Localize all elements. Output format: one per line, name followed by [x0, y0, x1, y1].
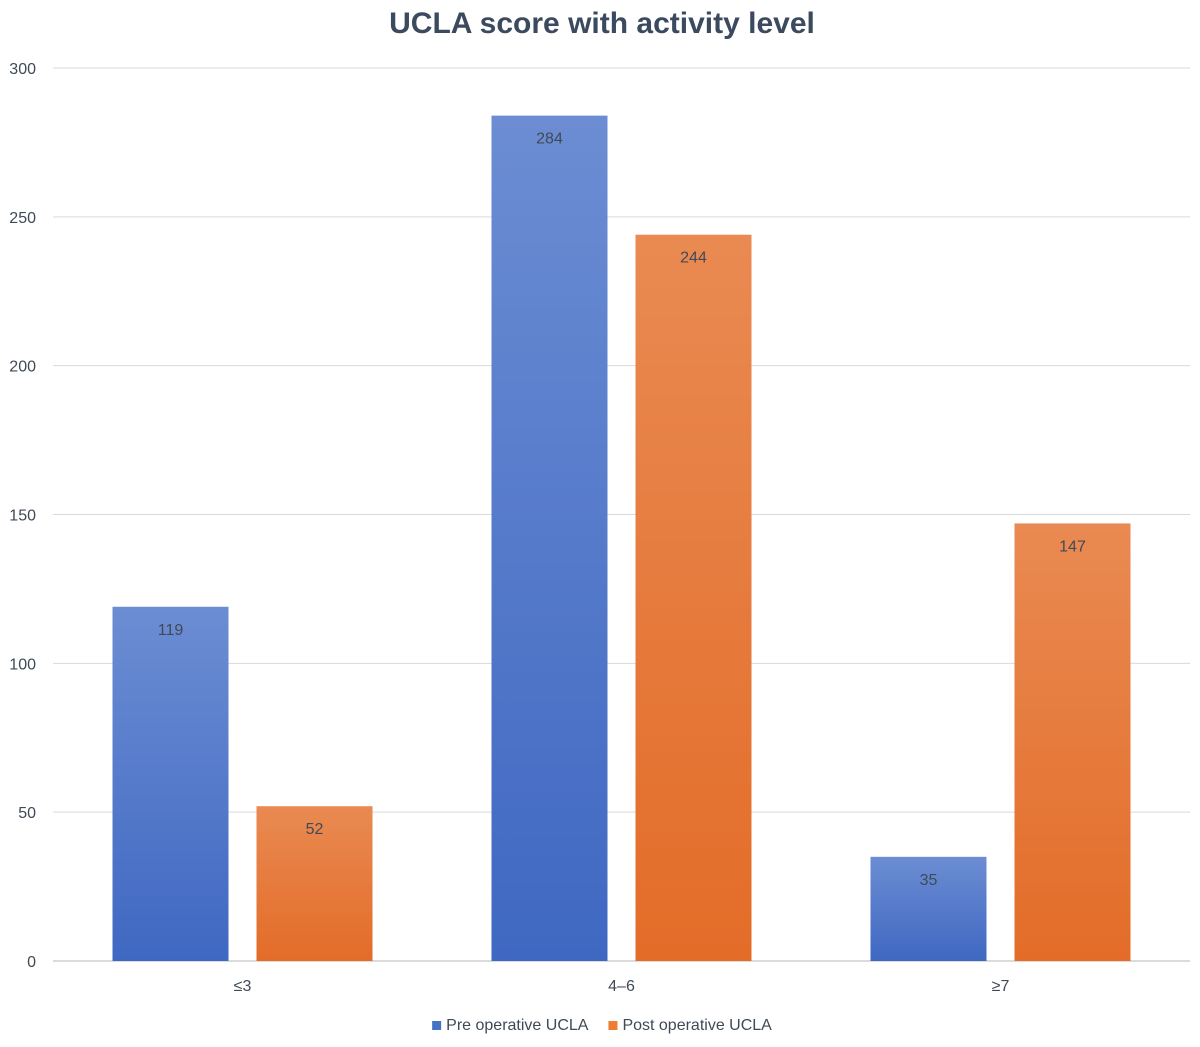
- legend-swatch: [608, 1021, 618, 1030]
- x-tick-label: ≤3: [234, 978, 252, 995]
- legend: Pre operative UCLA Post operative UCLA: [432, 1017, 772, 1034]
- bar-post-2: [1014, 523, 1131, 961]
- chart-title: UCLA score with activity level: [389, 7, 815, 40]
- x-tick-label: 4–6: [608, 978, 635, 995]
- data-label: 35: [920, 872, 938, 889]
- data-label: 284: [536, 131, 563, 148]
- y-tick-label: 100: [9, 656, 36, 673]
- y-tick-label: 300: [9, 61, 36, 78]
- bar-post-0: [256, 806, 373, 961]
- x-tick-label: ≥7: [992, 978, 1010, 995]
- gridlines: [53, 67, 1190, 962]
- data-label: 244: [680, 250, 707, 267]
- y-tick-label: 150: [9, 508, 36, 525]
- y-tick-label: 50: [18, 805, 36, 822]
- y-tick-label: 0: [27, 954, 36, 971]
- bar-pre-1: [491, 115, 608, 962]
- legend-item: Post operative UCLA: [608, 1017, 772, 1034]
- bar-pre-0: [112, 606, 229, 961]
- legend-label: Post operative UCLA: [622, 1017, 772, 1034]
- y-tick-label: 200: [9, 359, 36, 376]
- data-label: 147: [1059, 538, 1086, 555]
- data-label: 52: [306, 821, 324, 838]
- data-labels: 119 52 284 244 35 147: [158, 131, 1086, 889]
- data-label: 119: [158, 622, 184, 639]
- bar-pre-2: [870, 856, 987, 961]
- legend-label: Pre operative UCLA: [446, 1017, 589, 1034]
- bar-post-1: [635, 234, 752, 961]
- y-axis-ticks: 0 50 100 150 200 250 300: [9, 61, 36, 971]
- legend-item: Pre operative UCLA: [432, 1017, 589, 1034]
- y-tick-label: 250: [9, 210, 36, 227]
- x-axis-ticks: ≤3 4–6 ≥7: [234, 978, 1010, 995]
- legend-swatch: [432, 1021, 442, 1030]
- bars: [112, 115, 1131, 962]
